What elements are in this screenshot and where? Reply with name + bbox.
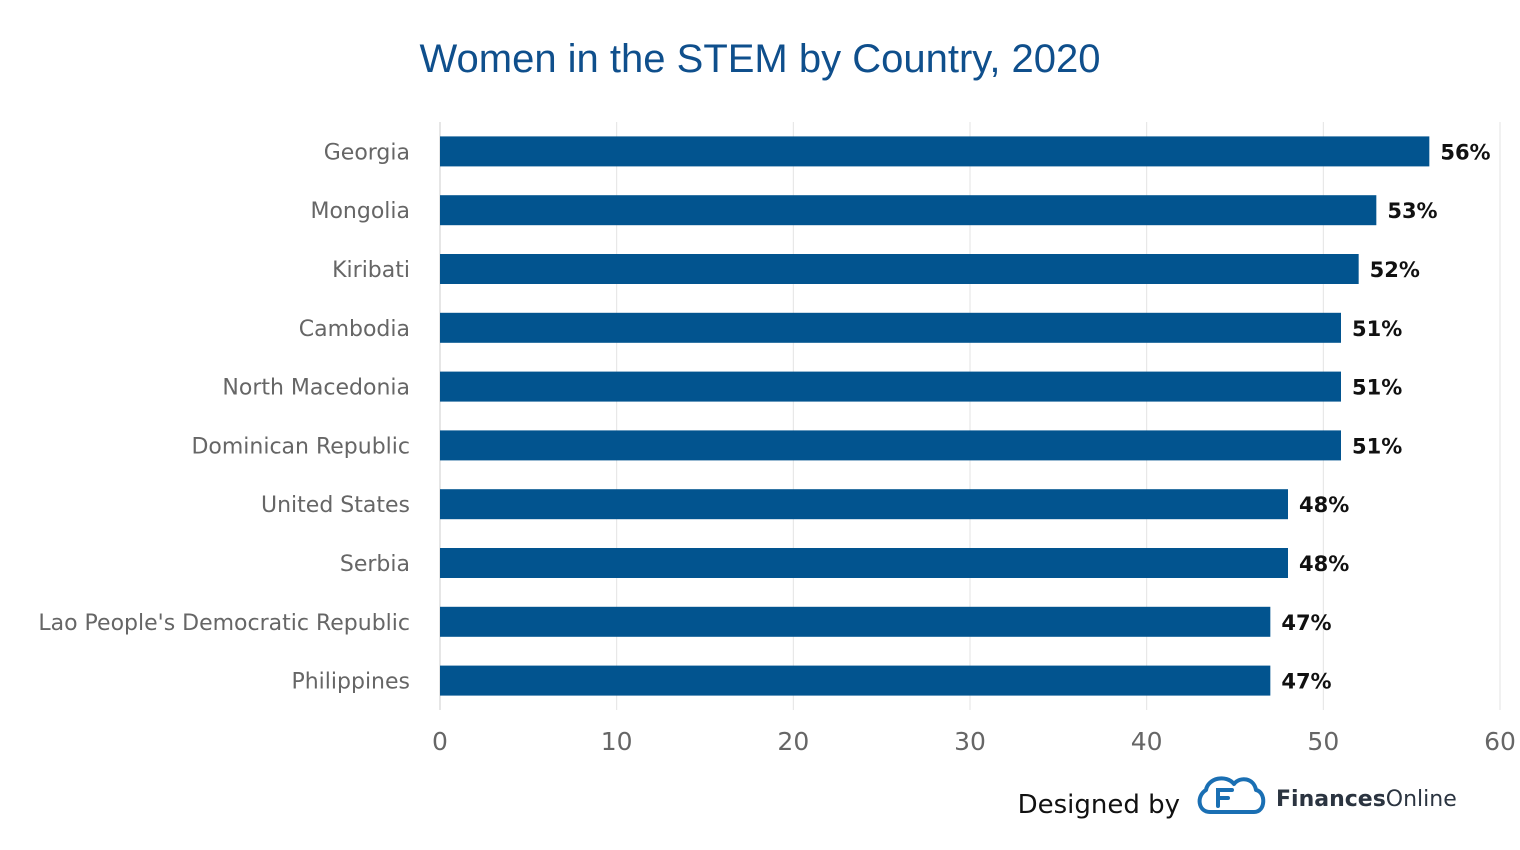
data-label: 51% [1352, 317, 1402, 341]
data-label: 48% [1299, 552, 1349, 576]
data-label: 52% [1370, 258, 1420, 282]
x-tick-label: 0 [432, 727, 448, 756]
bar [440, 489, 1288, 520]
x-tick-label: 20 [777, 727, 809, 756]
x-tick-label: 60 [1484, 727, 1516, 756]
credit-prefix: Designed by [1018, 790, 1180, 820]
brand-name-bold: Finances [1276, 787, 1386, 812]
category-label: Philippines [291, 670, 410, 695]
bar [440, 254, 1359, 284]
bar [440, 195, 1377, 226]
category-label: Georgia [324, 140, 410, 165]
data-label: 47% [1281, 611, 1331, 635]
data-label: 51% [1352, 376, 1402, 400]
x-tick-label: 50 [1307, 727, 1339, 756]
category-label: Kiribati [332, 258, 410, 283]
category-label: Cambodia [299, 317, 410, 342]
category-label: Serbia [340, 552, 410, 577]
bar [440, 312, 1341, 343]
x-tick-label: 10 [601, 727, 633, 756]
brand-name-light: Online [1386, 787, 1457, 812]
category-label: Lao People's Democratic Republic [38, 611, 410, 636]
x-tick-label: 40 [1131, 727, 1163, 756]
bar [440, 548, 1288, 578]
data-label: 48% [1299, 493, 1349, 517]
data-label: 51% [1352, 434, 1402, 458]
x-tick-label: 30 [954, 727, 986, 756]
bar [440, 371, 1341, 402]
category-label: North Macedonia [222, 376, 410, 401]
x-tick-labels: 0 10 20 30 40 50 60 [432, 727, 1516, 756]
category-label: Dominican Republic [191, 434, 410, 459]
data-label: 47% [1281, 670, 1331, 694]
data-label: 56% [1440, 140, 1490, 164]
bar [440, 430, 1341, 461]
bar [440, 136, 1430, 167]
category-labels: Georgia Mongolia Kiribati Cambodia North Mac… [38, 140, 410, 694]
bars [440, 136, 1430, 696]
data-label: 53% [1387, 199, 1437, 223]
category-label: Mongolia [310, 199, 410, 224]
bar [440, 606, 1271, 637]
finances-online-logo-icon [1197, 776, 1266, 814]
bar [440, 665, 1271, 696]
category-label: United States [261, 493, 410, 518]
svg-text:FinancesOnline: FinancesOnline [1276, 787, 1457, 812]
chart-title: Women in the STEM by Country, 2020 [419, 37, 1100, 81]
credit: Designed by FinancesOnline [1018, 776, 1457, 820]
data-labels: 56% 53% 52% 51% 51% 51% 48% 48% 47% 47% [1281, 140, 1490, 693]
